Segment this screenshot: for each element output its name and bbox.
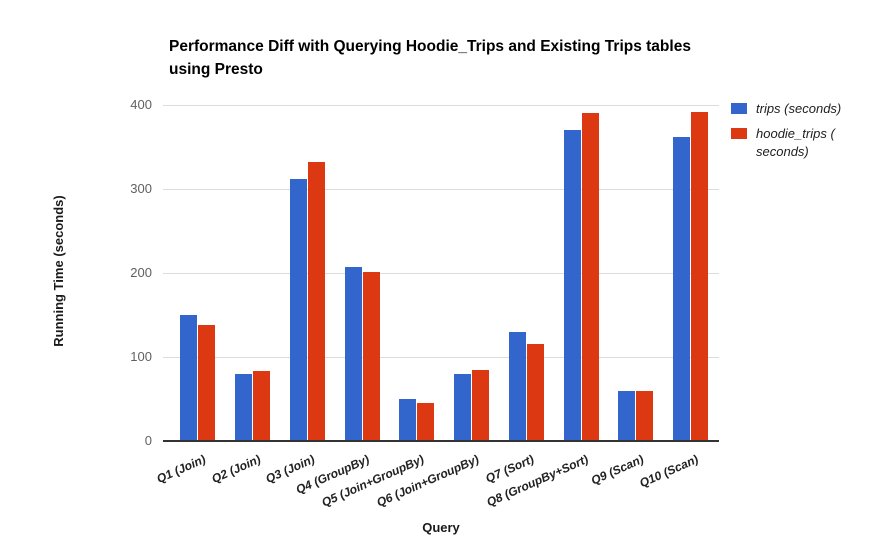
chart-title-line1: Performance Diff with Querying Hoodie_Tr… xyxy=(169,38,691,55)
legend-label: trips (seconds) xyxy=(756,101,842,116)
bar-trips xyxy=(399,399,417,441)
bar-trips xyxy=(563,130,581,441)
bar-hoodie-trips xyxy=(472,370,490,441)
chart-title-line2: using Presto xyxy=(169,61,263,78)
gridline xyxy=(163,273,719,274)
bar-hoodie-trips xyxy=(307,162,325,441)
x-tick-label: Q2 (Join) xyxy=(209,452,263,486)
bar-trips xyxy=(344,267,362,441)
bar-hoodie-trips xyxy=(253,371,271,441)
legend-swatch xyxy=(731,103,747,114)
chart-title: Performance Diff with Querying Hoodie_Tr… xyxy=(169,35,769,81)
bar-hoodie-trips xyxy=(362,272,380,441)
x-tick-label: Q8 (GroupBy+Sort) xyxy=(484,452,591,510)
x-axis-title: Query xyxy=(422,520,460,535)
legend-label: hoodie_trips ( seconds) xyxy=(756,126,835,159)
y-tick-label: 400 xyxy=(130,97,152,112)
y-tick-label: 0 xyxy=(144,433,152,448)
legend-item: hoodie_trips ( seconds) xyxy=(731,125,881,161)
gridline xyxy=(163,105,719,106)
bar-hoodie-trips xyxy=(636,391,654,441)
bar-trips xyxy=(454,373,472,441)
y-tick-label: 300 xyxy=(130,181,152,196)
bar-trips xyxy=(508,331,526,441)
bar-trips xyxy=(180,315,198,441)
legend: trips (seconds) hoodie_trips ( seconds) xyxy=(731,100,881,168)
y-axis-title: Running Time (seconds) xyxy=(51,195,66,347)
legend-item: trips (seconds) xyxy=(731,100,881,118)
bar-hoodie-trips xyxy=(526,343,544,441)
gridline xyxy=(163,357,719,358)
bar-trips xyxy=(235,373,253,441)
bar-hoodie-trips xyxy=(417,403,435,441)
bar-trips xyxy=(289,178,307,441)
gridline xyxy=(163,189,719,190)
bar-trips xyxy=(618,390,636,441)
x-axis-baseline xyxy=(163,440,719,442)
x-tick-label: Q6 (Join+GroupBy) xyxy=(374,452,482,510)
bar-hoodie-trips xyxy=(691,111,709,441)
y-tick-label: 100 xyxy=(130,349,152,364)
legend-swatch xyxy=(731,128,747,139)
x-tick-label: Q1 (Join) xyxy=(154,452,208,486)
bar-hoodie-trips xyxy=(581,113,599,441)
bar-hoodie-trips xyxy=(198,325,216,441)
x-tick-label: Q9 (Scan) xyxy=(588,452,646,488)
x-tick-label: Q10 (Scan) xyxy=(637,452,701,491)
y-tick-label: 200 xyxy=(130,265,152,280)
bar-trips xyxy=(673,136,691,441)
